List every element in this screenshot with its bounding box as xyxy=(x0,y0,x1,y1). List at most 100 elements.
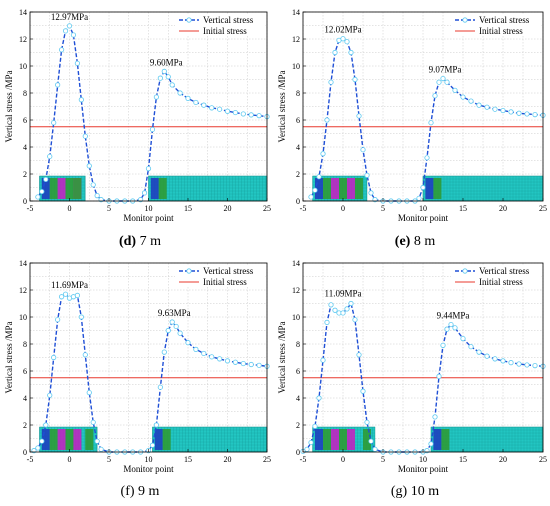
data-point xyxy=(62,28,69,34)
y-axis-label: Vertical stress /MPa xyxy=(4,71,14,143)
peak-right-label: 9.07MPa xyxy=(429,65,462,75)
data-point xyxy=(500,107,506,114)
y-tick-label: 12 xyxy=(19,35,27,44)
y-tick-label: 10 xyxy=(292,313,300,322)
x-axis-label: Monitor point xyxy=(123,464,174,474)
data-point xyxy=(452,87,458,93)
y-tick-label: 14 xyxy=(19,259,27,268)
data-point xyxy=(256,113,262,119)
data-point xyxy=(240,360,246,367)
y-tick-label: 12 xyxy=(19,286,27,295)
x-tick-label: -5 xyxy=(27,455,34,464)
data-point xyxy=(524,362,530,368)
data-point xyxy=(368,190,374,196)
legend-initial-label: Initial stress xyxy=(203,277,247,287)
data-point xyxy=(173,323,179,330)
plastic-zone xyxy=(323,178,331,199)
legend-initial-label: Initial stress xyxy=(203,26,247,36)
data-point xyxy=(35,445,41,451)
data-point xyxy=(532,362,538,369)
mesh-right-block xyxy=(148,175,268,202)
data-point xyxy=(460,94,466,100)
plastic-zone xyxy=(85,429,94,450)
plastic-zone xyxy=(73,429,82,450)
x-tick-label: 5 xyxy=(381,455,385,464)
plastic-zone xyxy=(331,178,339,199)
peak-left-label: 12.97MPa xyxy=(51,12,88,22)
caption-f-text: 9 m xyxy=(138,484,160,499)
data-point xyxy=(428,441,434,447)
y-tick-label: 4 xyxy=(23,394,27,403)
legend-stress-marker xyxy=(462,17,468,23)
plastic-zone xyxy=(425,178,434,199)
data-point xyxy=(324,117,330,123)
data-point xyxy=(436,79,442,85)
data-point xyxy=(432,414,438,420)
plastic-zone xyxy=(433,429,442,450)
data-point xyxy=(328,79,334,85)
data-point xyxy=(444,326,450,332)
y-tick-label: 2 xyxy=(23,170,27,179)
plastic-zone xyxy=(315,429,323,450)
data-point xyxy=(440,342,446,348)
y-tick-label: 14 xyxy=(292,8,300,17)
peak-right-label: 9.63MPa xyxy=(158,308,191,318)
data-point xyxy=(428,120,434,126)
y-axis-label: Vertical stress /MPa xyxy=(277,322,287,394)
data-point xyxy=(240,111,246,117)
data-point xyxy=(468,344,474,350)
data-point xyxy=(484,353,490,359)
data-point xyxy=(51,120,57,126)
data-point xyxy=(224,108,231,114)
data-point xyxy=(232,359,238,365)
legend-stress-label: Vertical stress xyxy=(203,266,254,276)
data-point xyxy=(416,195,422,201)
caption-f-letter: (f) xyxy=(120,484,135,499)
legend-initial-label: Initial stress xyxy=(479,277,523,287)
data-point xyxy=(368,438,374,444)
data-point xyxy=(43,422,49,428)
data-point xyxy=(90,419,96,425)
plastic-zone xyxy=(57,429,66,450)
data-point xyxy=(308,194,314,200)
x-tick-label: 20 xyxy=(224,455,232,464)
data-point xyxy=(185,340,191,346)
x-tick-label: 0 xyxy=(68,455,72,464)
data-point xyxy=(74,292,81,298)
data-point xyxy=(98,446,104,452)
data-point xyxy=(58,294,65,300)
x-tick-label: 10 xyxy=(145,204,153,213)
data-point xyxy=(364,172,370,178)
caption-d-text: 7 m xyxy=(139,234,161,249)
x-tick-label: -5 xyxy=(300,204,307,213)
data-point xyxy=(43,176,49,182)
plastic-zone xyxy=(347,429,355,450)
x-tick-label: 15 xyxy=(184,455,192,464)
data-point xyxy=(169,319,175,325)
y-tick-label: 12 xyxy=(292,35,300,44)
legend-stress-marker xyxy=(462,268,468,274)
x-tick-label: 25 xyxy=(539,204,547,213)
data-point xyxy=(516,361,522,367)
data-point xyxy=(448,321,454,328)
y-tick-label: 0 xyxy=(296,197,300,206)
y-tick-label: 6 xyxy=(296,116,300,125)
data-point xyxy=(356,352,362,358)
y-tick-label: 0 xyxy=(296,448,300,457)
x-tick-label: 5 xyxy=(107,204,111,213)
data-point xyxy=(476,349,482,355)
y-axis-label: Vertical stress /MPa xyxy=(277,71,287,143)
data-point xyxy=(352,76,358,83)
plastic-zone xyxy=(339,429,347,450)
x-tick-label: 20 xyxy=(224,204,232,213)
data-point xyxy=(452,325,458,331)
y-tick-label: 4 xyxy=(23,143,27,152)
data-point xyxy=(232,109,238,116)
data-point xyxy=(82,133,88,139)
data-point xyxy=(420,184,426,191)
data-point xyxy=(344,39,350,45)
data-point xyxy=(324,319,330,325)
data-point xyxy=(508,109,514,115)
x-tick-label: 0 xyxy=(341,455,345,464)
